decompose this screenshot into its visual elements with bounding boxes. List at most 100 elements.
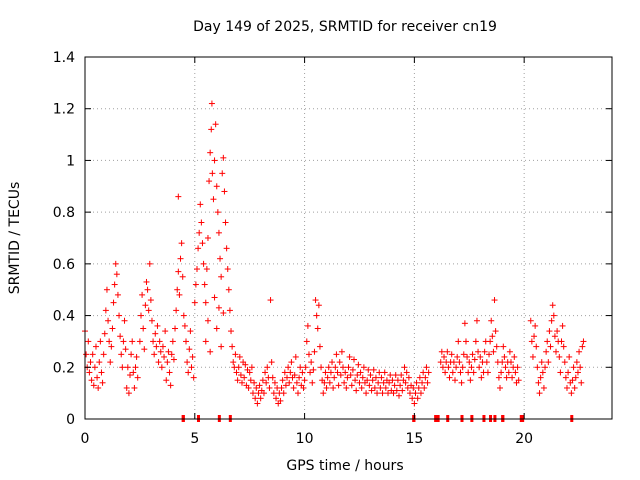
data-point bbox=[345, 364, 352, 371]
data-point bbox=[290, 384, 297, 391]
data-point bbox=[95, 384, 102, 391]
data-point bbox=[248, 364, 255, 371]
data-point bbox=[177, 255, 184, 262]
data-point bbox=[534, 364, 541, 371]
data-point bbox=[490, 348, 497, 355]
data-point bbox=[102, 307, 109, 314]
data-point bbox=[255, 390, 262, 397]
data-point bbox=[220, 309, 227, 316]
data-point bbox=[89, 351, 96, 358]
data-point bbox=[236, 353, 243, 360]
data-point bbox=[457, 369, 464, 376]
data-point bbox=[360, 364, 367, 371]
data-point bbox=[296, 374, 303, 381]
data-point bbox=[459, 364, 466, 371]
data-point bbox=[542, 364, 549, 371]
data-point bbox=[450, 359, 457, 366]
data-point bbox=[85, 338, 92, 345]
data-point bbox=[286, 379, 293, 386]
data-point bbox=[403, 369, 410, 376]
data-point bbox=[109, 325, 116, 332]
data-point bbox=[146, 260, 153, 267]
data-point bbox=[365, 366, 372, 373]
data-point bbox=[318, 364, 325, 371]
data-point bbox=[439, 364, 446, 371]
data-point bbox=[501, 353, 508, 360]
data-point bbox=[391, 382, 398, 389]
data-point bbox=[267, 297, 274, 304]
data-point bbox=[358, 384, 365, 391]
data-point bbox=[561, 359, 568, 366]
data-point bbox=[578, 379, 585, 386]
data-points bbox=[82, 100, 587, 407]
data-point bbox=[219, 170, 226, 177]
data-point bbox=[96, 359, 103, 366]
data-point bbox=[111, 281, 118, 288]
data-point bbox=[155, 359, 162, 366]
data-point bbox=[237, 372, 244, 379]
data-point bbox=[546, 328, 553, 335]
data-point bbox=[320, 390, 327, 397]
data-point bbox=[464, 353, 471, 360]
data-point bbox=[536, 390, 543, 397]
data-point bbox=[484, 369, 491, 376]
data-point bbox=[119, 364, 126, 371]
data-point bbox=[300, 384, 307, 391]
data-point bbox=[378, 374, 385, 381]
data-point bbox=[533, 343, 540, 350]
y-tick-label: 0.6 bbox=[53, 257, 75, 273]
data-point bbox=[312, 297, 319, 304]
data-point bbox=[441, 353, 448, 360]
data-point bbox=[122, 346, 129, 353]
data-point bbox=[293, 379, 300, 386]
data-point bbox=[445, 364, 452, 371]
data-point bbox=[455, 338, 462, 345]
data-point bbox=[233, 369, 240, 376]
data-point bbox=[211, 294, 218, 301]
data-point bbox=[159, 343, 166, 350]
plot-frame bbox=[84, 56, 613, 420]
data-point bbox=[86, 369, 93, 376]
data-point bbox=[419, 379, 426, 386]
data-point bbox=[368, 387, 375, 394]
data-point bbox=[493, 343, 500, 350]
data-point bbox=[121, 317, 128, 324]
x-tick-label: 20 bbox=[515, 431, 533, 447]
data-point bbox=[247, 377, 254, 384]
data-point bbox=[381, 369, 388, 376]
data-point bbox=[98, 369, 105, 376]
data-point bbox=[223, 245, 230, 252]
data-point bbox=[558, 338, 565, 345]
data-point bbox=[158, 364, 165, 371]
data-point bbox=[308, 359, 315, 366]
data-point bbox=[347, 372, 354, 379]
data-point bbox=[257, 395, 264, 402]
data-point bbox=[173, 307, 180, 314]
y-tick-labels: 0 0.2 0.4 0.6 0.8 1 1.2 1.4 bbox=[53, 50, 75, 428]
data-point bbox=[417, 390, 424, 397]
data-point bbox=[97, 338, 104, 345]
data-point bbox=[322, 369, 329, 376]
data-point bbox=[229, 343, 236, 350]
data-point bbox=[560, 343, 567, 350]
data-point bbox=[374, 390, 381, 397]
data-point bbox=[471, 356, 478, 363]
data-point bbox=[197, 201, 204, 208]
data-point bbox=[208, 100, 215, 107]
data-point bbox=[369, 377, 376, 384]
data-point bbox=[572, 374, 579, 381]
data-point bbox=[423, 364, 430, 371]
data-point bbox=[326, 379, 333, 386]
data-point bbox=[99, 379, 106, 386]
data-point bbox=[503, 374, 510, 381]
data-point bbox=[505, 369, 512, 376]
data-point bbox=[91, 364, 98, 371]
data-point bbox=[335, 382, 342, 389]
y-tick-label: 0.2 bbox=[53, 360, 75, 376]
y-tick-label: 1.2 bbox=[53, 102, 75, 118]
data-point bbox=[531, 333, 538, 340]
data-point bbox=[207, 348, 214, 355]
data-point bbox=[343, 384, 350, 391]
data-point bbox=[166, 369, 173, 376]
